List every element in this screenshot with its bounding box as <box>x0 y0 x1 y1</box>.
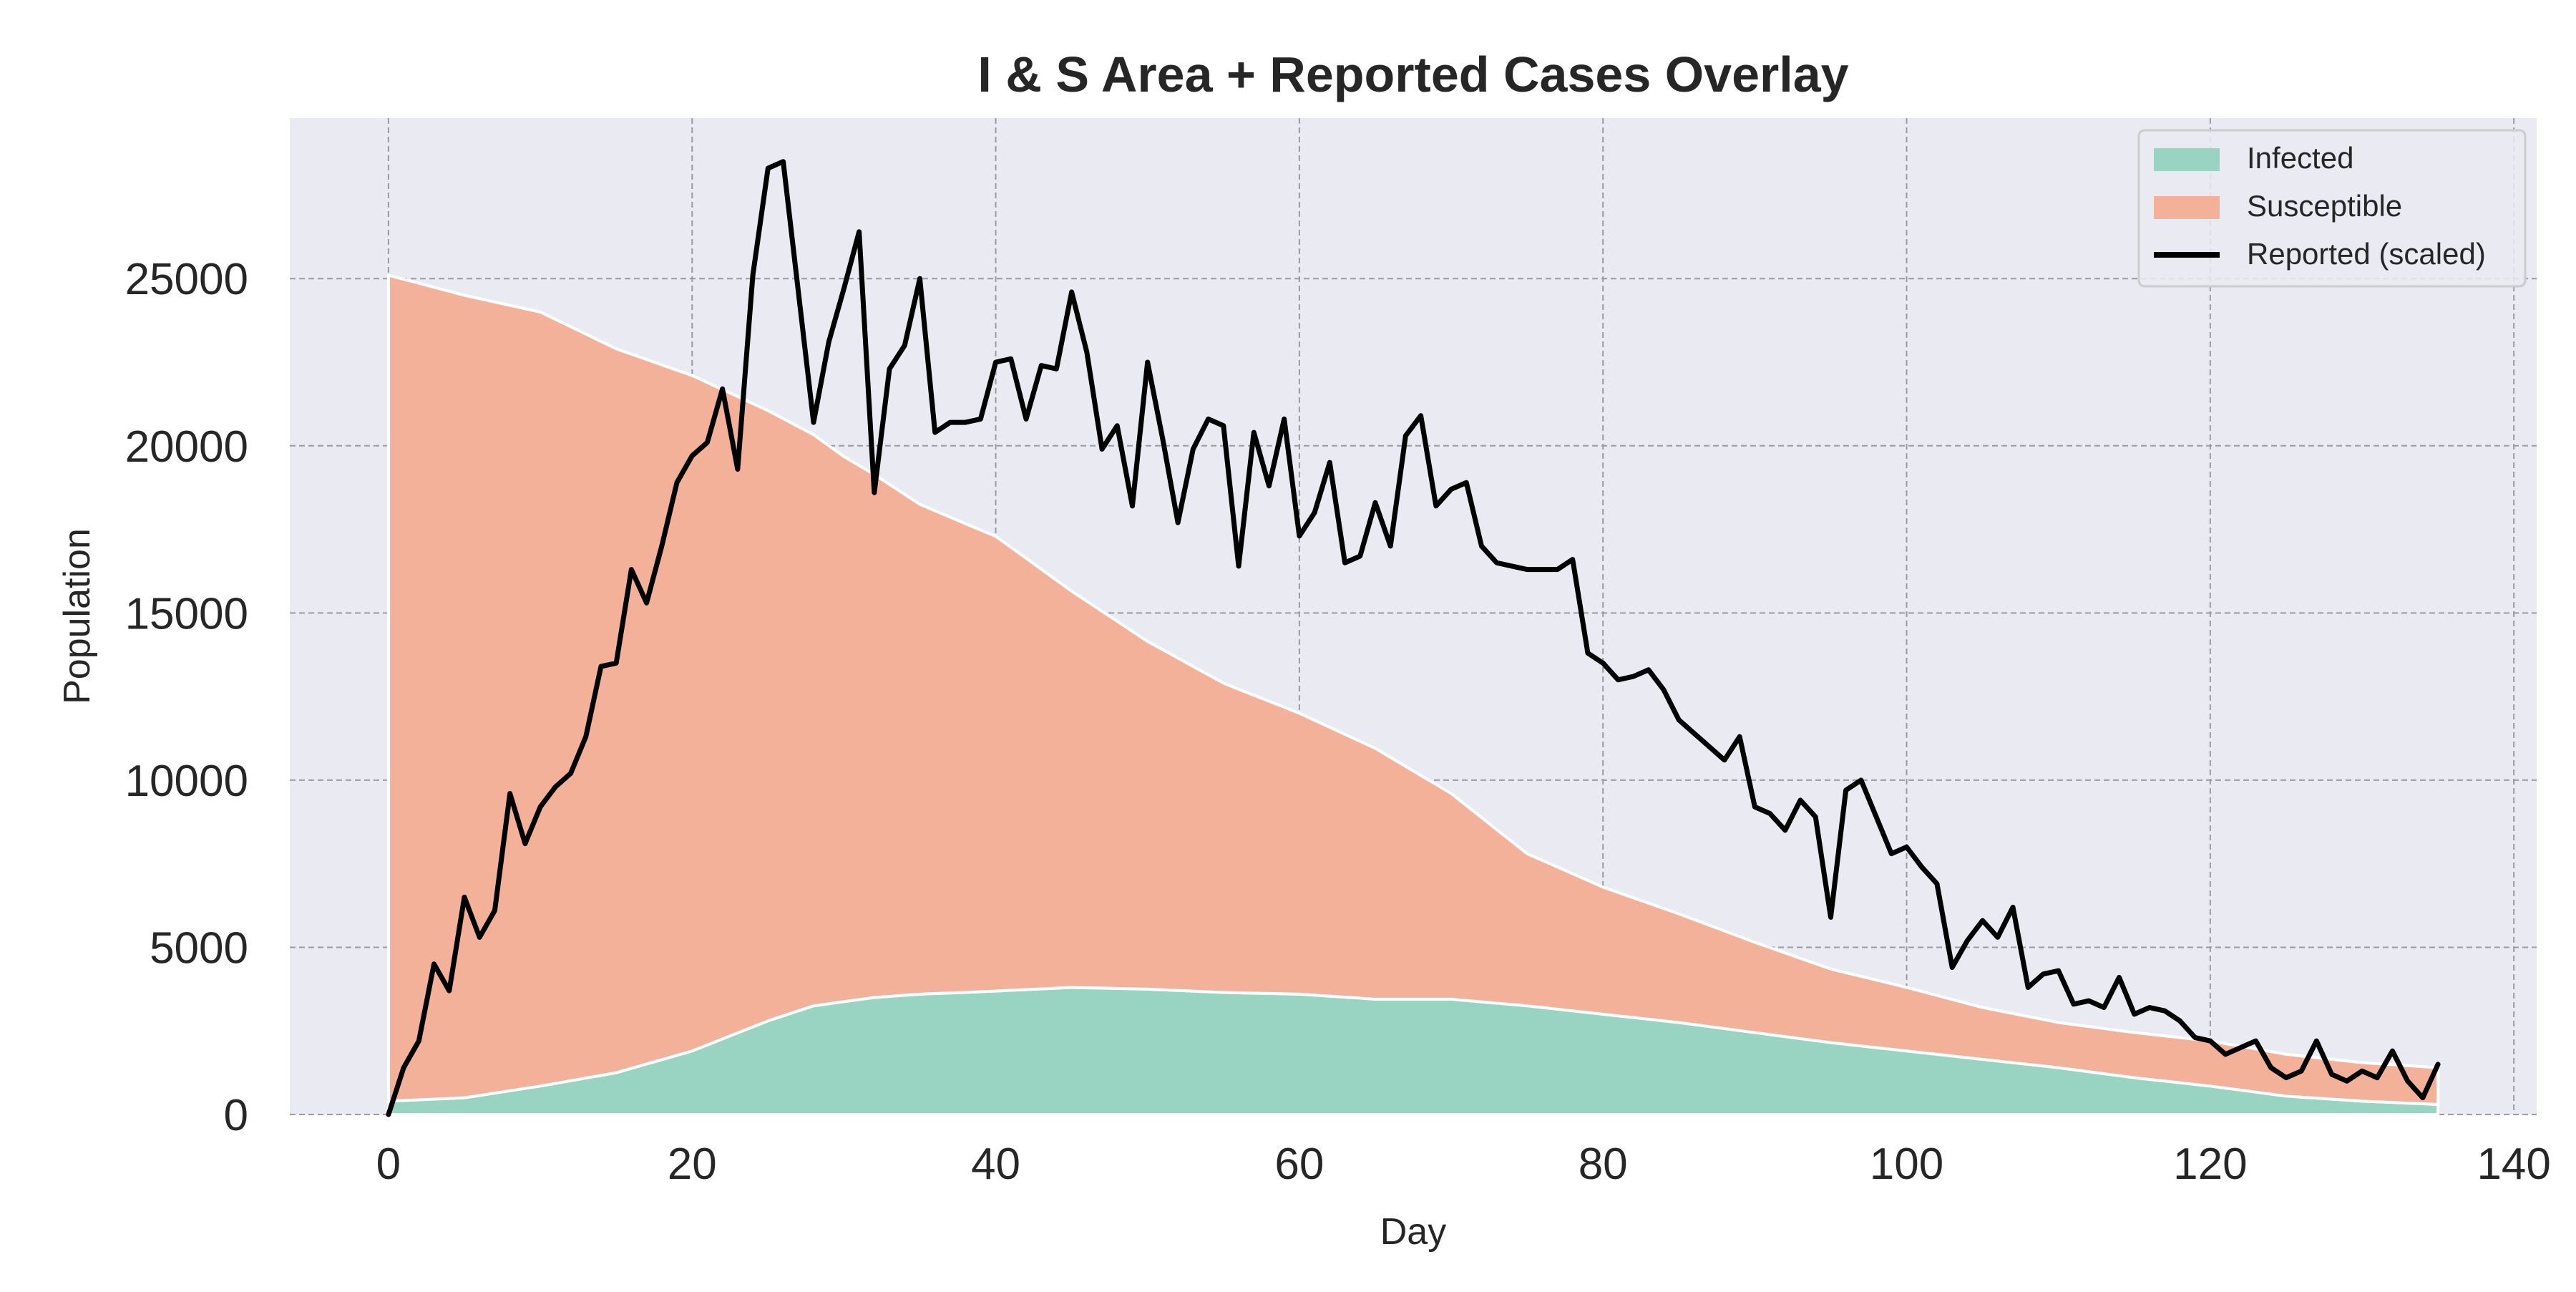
legend-swatch-susceptible <box>2154 196 2220 219</box>
x-tick-label: 0 <box>376 1140 401 1189</box>
chart-title: I & S Area + Reported Cases Overlay <box>977 47 1848 102</box>
tick-labels: 0 20 40 60 80 100 120 140 0 5000 10000 15000 20000 25… <box>125 255 2551 1189</box>
line-series <box>386 159 2441 1117</box>
x-tick-label: 20 <box>668 1140 717 1189</box>
x-tick-label: 100 <box>1870 1140 1943 1189</box>
y-tick-label: 15000 <box>125 589 248 638</box>
y-tick-label: 5000 <box>150 923 248 973</box>
x-tick-label: 80 <box>1579 1140 1628 1189</box>
y-tick-label: 10000 <box>125 757 248 806</box>
legend-box <box>2137 129 2527 288</box>
line-reported <box>386 159 2441 1117</box>
x-axis-label: Day <box>1380 1211 1446 1253</box>
x-tick-label: 40 <box>971 1140 1020 1189</box>
y-axis-label: Population <box>57 528 98 704</box>
legend-label-infected: Infected <box>2247 141 2353 175</box>
y-tick-label: 25000 <box>125 255 248 304</box>
legend-swatch-infected <box>2154 148 2220 171</box>
legend: Infected Susceptible Reported (scaled) <box>2137 129 2527 288</box>
y-tick-label: 0 <box>224 1091 248 1140</box>
x-tick-label: 140 <box>2477 1140 2550 1189</box>
x-tick-label: 120 <box>2173 1140 2247 1189</box>
legend-label-susceptible: Susceptible <box>2247 189 2402 223</box>
legend-label-reported: Reported (scaled) <box>2247 237 2486 271</box>
area-series <box>386 273 2440 1116</box>
y-tick-label: 20000 <box>125 422 248 472</box>
x-tick-label: 60 <box>1274 1140 1324 1189</box>
